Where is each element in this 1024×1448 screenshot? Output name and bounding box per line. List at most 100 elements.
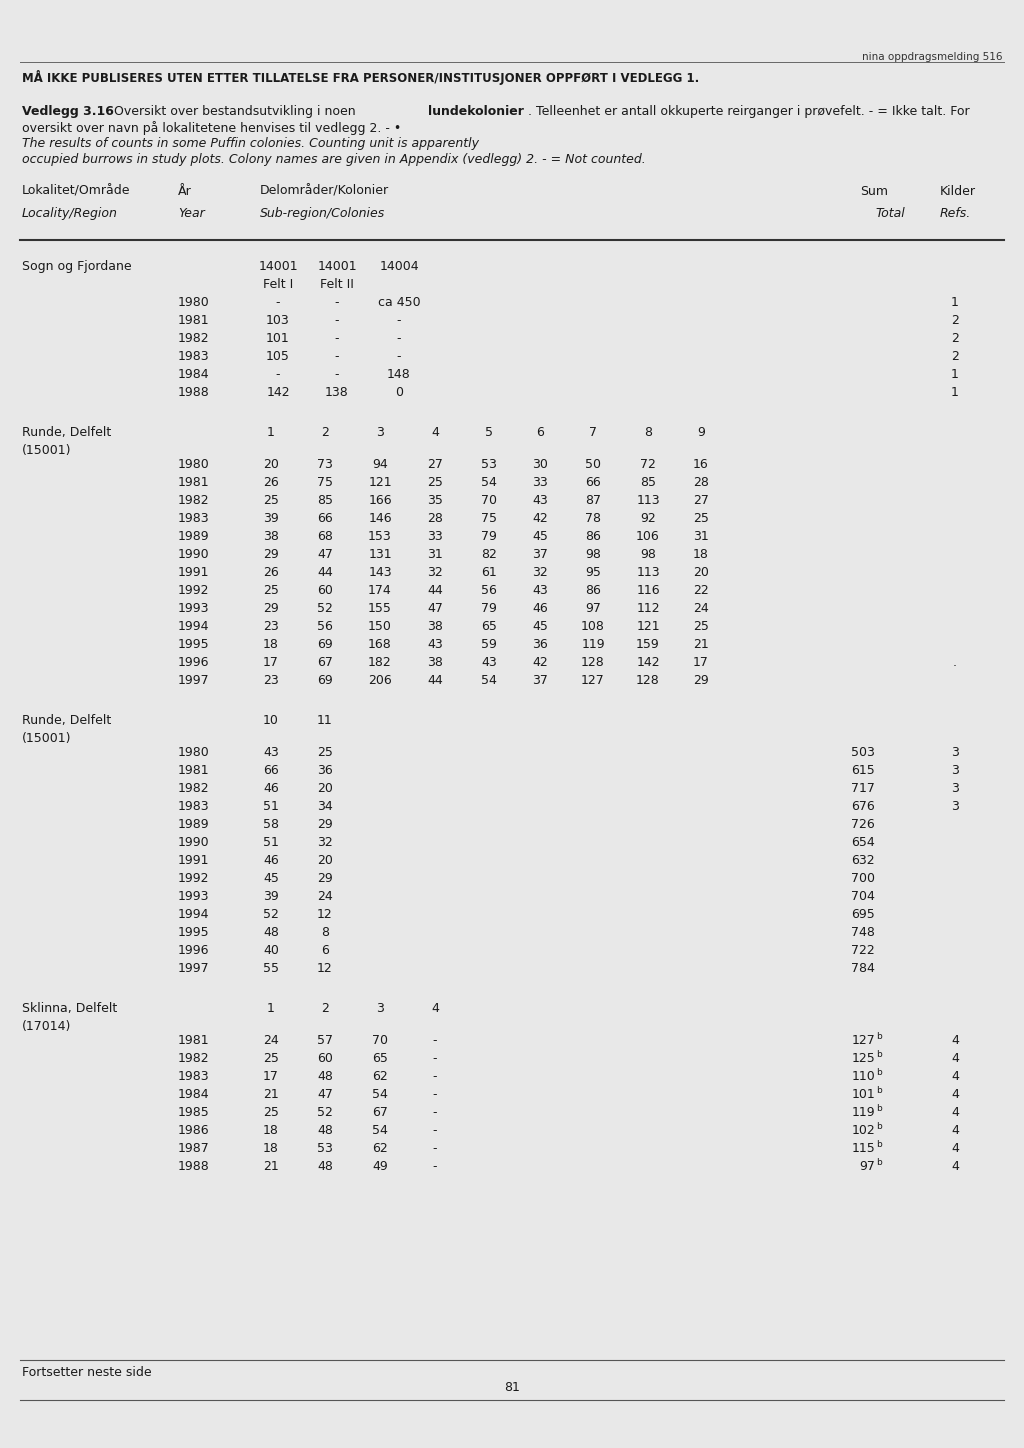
- Text: 51: 51: [263, 799, 279, 812]
- Text: nina oppdragsmelding 516: nina oppdragsmelding 516: [861, 52, 1002, 62]
- Text: 1984: 1984: [178, 1087, 210, 1100]
- Text: 153: 153: [368, 530, 392, 543]
- Text: 55: 55: [263, 961, 279, 975]
- Text: 18: 18: [263, 1124, 279, 1137]
- Text: 632: 632: [851, 854, 874, 867]
- Text: b: b: [876, 1140, 882, 1150]
- Text: 11: 11: [317, 714, 333, 727]
- Text: 43: 43: [532, 494, 548, 507]
- Text: 101: 101: [266, 332, 290, 345]
- Text: 78: 78: [585, 513, 601, 526]
- Text: 1991: 1991: [178, 566, 210, 579]
- Text: 17: 17: [693, 656, 709, 669]
- Text: 22: 22: [693, 584, 709, 597]
- Text: 44: 44: [427, 673, 442, 686]
- Text: 105: 105: [266, 350, 290, 363]
- Text: 21: 21: [263, 1087, 279, 1100]
- Text: 717: 717: [851, 782, 874, 795]
- Text: 47: 47: [317, 547, 333, 560]
- Text: -: -: [433, 1142, 437, 1156]
- Text: 128: 128: [636, 673, 659, 686]
- Text: lundekolonier: lundekolonier: [428, 106, 524, 117]
- Text: 24: 24: [317, 891, 333, 904]
- Text: .: .: [953, 656, 957, 669]
- Text: 16: 16: [693, 458, 709, 471]
- Text: 23: 23: [263, 673, 279, 686]
- Text: 56: 56: [481, 584, 497, 597]
- Text: 25: 25: [693, 620, 709, 633]
- Text: 25: 25: [427, 476, 443, 489]
- Text: 1995: 1995: [178, 927, 210, 938]
- Text: Kilder: Kilder: [940, 185, 976, 198]
- Text: 8: 8: [644, 426, 652, 439]
- Text: 654: 654: [851, 835, 874, 849]
- Text: 62: 62: [372, 1070, 388, 1083]
- Text: b: b: [876, 1122, 882, 1131]
- Text: 700: 700: [851, 872, 874, 885]
- Text: 38: 38: [427, 620, 443, 633]
- Text: 48: 48: [317, 1160, 333, 1173]
- Text: År: År: [178, 185, 191, 198]
- Text: Year: Year: [178, 207, 205, 220]
- Text: 54: 54: [481, 476, 497, 489]
- Text: 32: 32: [532, 566, 548, 579]
- Text: 2: 2: [951, 314, 958, 327]
- Text: 75: 75: [317, 476, 333, 489]
- Text: 159: 159: [636, 639, 659, 652]
- Text: 56: 56: [317, 620, 333, 633]
- Text: 25: 25: [317, 746, 333, 759]
- Text: 37: 37: [532, 673, 548, 686]
- Text: 4: 4: [431, 1002, 439, 1015]
- Text: 1: 1: [951, 387, 958, 400]
- Text: 18: 18: [263, 1142, 279, 1156]
- Text: 81: 81: [504, 1381, 520, 1394]
- Text: -: -: [433, 1070, 437, 1083]
- Text: 46: 46: [263, 854, 279, 867]
- Text: 31: 31: [427, 547, 442, 560]
- Text: 17: 17: [263, 656, 279, 669]
- Text: 6: 6: [536, 426, 544, 439]
- Text: -: -: [335, 295, 339, 308]
- Text: 3: 3: [376, 1002, 384, 1015]
- Text: 1988: 1988: [178, 387, 210, 400]
- Text: 1996: 1996: [178, 656, 210, 669]
- Text: 1980: 1980: [178, 295, 210, 308]
- Text: 14001: 14001: [258, 261, 298, 274]
- Text: 45: 45: [532, 530, 548, 543]
- Text: 20: 20: [263, 458, 279, 471]
- Text: 174: 174: [368, 584, 392, 597]
- Text: -: -: [396, 350, 401, 363]
- Text: 25: 25: [263, 1106, 279, 1119]
- Text: 58: 58: [263, 818, 279, 831]
- Text: 14004: 14004: [379, 261, 419, 274]
- Text: 21: 21: [263, 1160, 279, 1173]
- Text: 8: 8: [321, 927, 329, 938]
- Text: 4: 4: [951, 1070, 958, 1083]
- Text: 1: 1: [951, 295, 958, 308]
- Text: 1986: 1986: [178, 1124, 210, 1137]
- Text: 14001: 14001: [317, 261, 356, 274]
- Text: 49: 49: [372, 1160, 388, 1173]
- Text: 46: 46: [532, 602, 548, 615]
- Text: -: -: [275, 295, 281, 308]
- Text: 33: 33: [532, 476, 548, 489]
- Text: 44: 44: [317, 566, 333, 579]
- Text: 4: 4: [951, 1142, 958, 1156]
- Text: Total: Total: [874, 207, 905, 220]
- Text: 53: 53: [481, 458, 497, 471]
- Text: 2: 2: [951, 332, 958, 345]
- Text: 52: 52: [317, 1106, 333, 1119]
- Text: 29: 29: [317, 818, 333, 831]
- Text: Refs.: Refs.: [940, 207, 971, 220]
- Text: -: -: [396, 314, 401, 327]
- Text: 9: 9: [697, 426, 705, 439]
- Text: 29: 29: [317, 872, 333, 885]
- Text: 65: 65: [372, 1053, 388, 1064]
- Text: Locality/Region: Locality/Region: [22, 207, 118, 220]
- Text: 1988: 1988: [178, 1160, 210, 1173]
- Text: 40: 40: [263, 944, 279, 957]
- Text: 3: 3: [951, 782, 958, 795]
- Text: 38: 38: [263, 530, 279, 543]
- Text: 108: 108: [581, 620, 605, 633]
- Text: 1983: 1983: [178, 350, 210, 363]
